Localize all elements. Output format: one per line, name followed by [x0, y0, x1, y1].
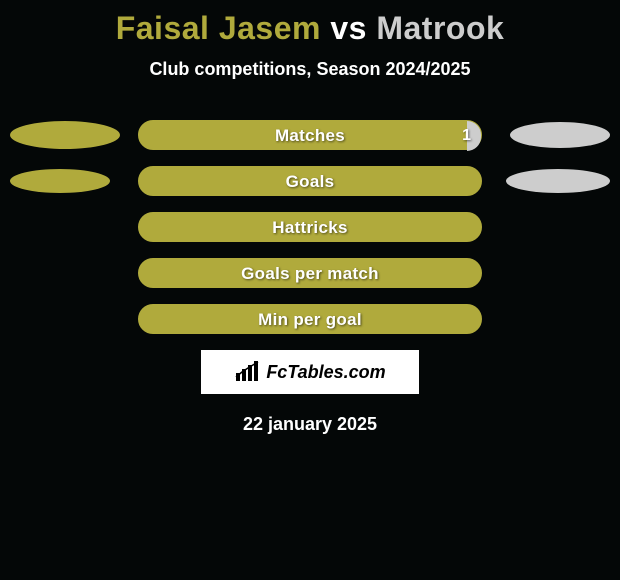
stat-label: Matches	[139, 121, 481, 151]
stat-rows: Matches1 Goals Hattricks Goals per match Min…	[0, 120, 620, 334]
date-text: 22 january 2025	[0, 414, 620, 435]
right-ellipse	[510, 122, 610, 148]
stat-bar: Matches1	[138, 120, 482, 150]
chart-icon	[234, 361, 262, 383]
stat-row: Min per goal	[10, 304, 610, 334]
stat-bar: Min per goal	[138, 304, 482, 334]
title-player2: Matrook	[376, 10, 504, 46]
stat-bar: Goals	[138, 166, 482, 196]
stat-label: Hattricks	[139, 213, 481, 243]
comparison-card: Faisal Jasem vs Matrook Club competition…	[0, 0, 620, 580]
left-ellipse	[10, 169, 110, 193]
stat-label: Goals	[139, 167, 481, 197]
page-title: Faisal Jasem vs Matrook	[0, 0, 620, 47]
title-player1: Faisal Jasem	[116, 10, 321, 46]
left-ellipse	[10, 121, 120, 149]
stat-label: Goals per match	[139, 259, 481, 289]
stat-right-value: 1	[462, 121, 471, 151]
brand-box: FcTables.com	[201, 350, 419, 394]
stat-row: Goals	[10, 166, 610, 196]
stat-row: Hattricks	[10, 212, 610, 242]
subtitle: Club competitions, Season 2024/2025	[0, 59, 620, 80]
stat-bar: Hattricks	[138, 212, 482, 242]
title-sep: vs	[321, 10, 376, 46]
stat-row: Goals per match	[10, 258, 610, 288]
stat-row: Matches1	[10, 120, 610, 150]
right-ellipse	[506, 169, 610, 193]
stat-bar: Goals per match	[138, 258, 482, 288]
brand-text: FcTables.com	[266, 362, 385, 383]
stat-label: Min per goal	[139, 305, 481, 335]
